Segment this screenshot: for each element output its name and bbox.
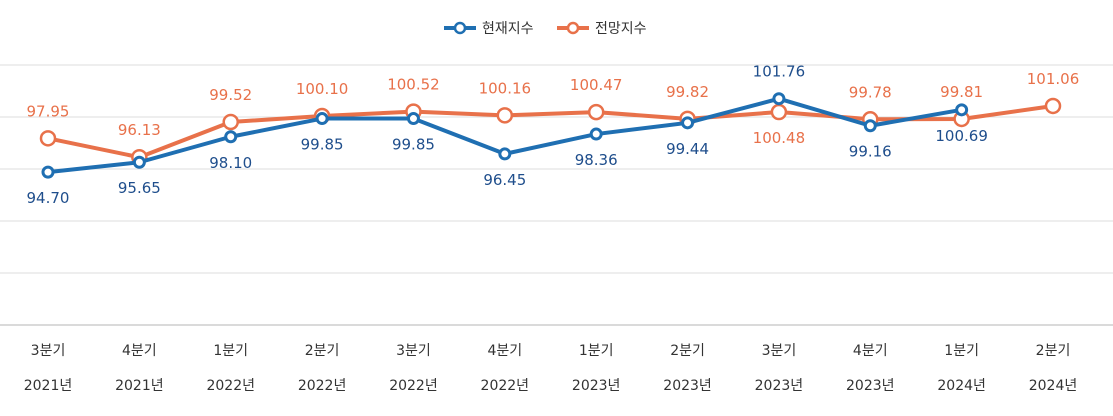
- x-tick-label-year: 2023년: [846, 378, 895, 394]
- x-axis-ticks: 3분기 2021년 4분기 2021년 1분기 2022년 2분기 2022년 3분기 2022년…: [24, 343, 1078, 394]
- x-tick-label-year: 2022년: [389, 378, 438, 394]
- data-point: [587, 103, 605, 121]
- x-tick-label-year: 2022년: [481, 378, 530, 394]
- data-point: [498, 147, 512, 161]
- data-labels: 94.70 95.65 98.10 99.85 99.85 96.45 98.36 99.44…: [27, 63, 1080, 207]
- data-label: 98.36: [575, 151, 618, 169]
- data-point: [772, 92, 786, 106]
- data-label: 100.48: [753, 129, 806, 147]
- x-tick: 2분기 2024년: [1029, 343, 1078, 394]
- data-point: [39, 130, 57, 147]
- x-tick: 4분기 2022년: [481, 343, 530, 394]
- data-label: 99.44: [666, 140, 709, 158]
- x-tick-label-year: 2023년: [572, 378, 621, 394]
- x-tick-label-quarter: 3분기: [762, 343, 797, 359]
- data-label: 95.65: [118, 179, 161, 197]
- data-point: [315, 112, 329, 126]
- data-label: 96.13: [118, 121, 161, 139]
- series-current-index: [41, 92, 969, 179]
- gridlines: [0, 64, 1113, 326]
- data-label: 101.06: [1027, 70, 1080, 88]
- x-tick-label-quarter: 4분기: [122, 343, 157, 359]
- data-point: [222, 113, 239, 131]
- legend: 현재지수 전망지수: [444, 21, 647, 37]
- x-tick: 4분기 2021년: [115, 343, 164, 394]
- data-label: 99.16: [849, 143, 892, 161]
- x-tick-label-quarter: 4분기: [853, 343, 888, 359]
- data-point: [955, 103, 969, 117]
- legend-item: 현재지수: [444, 21, 534, 37]
- data-label: 99.82: [666, 83, 709, 101]
- x-tick-label-year: 2022년: [206, 378, 255, 394]
- legend-label: 전망지수: [595, 21, 647, 37]
- legend-swatch-marker: [453, 21, 467, 35]
- data-label: 97.95: [27, 102, 70, 120]
- data-label: 99.85: [392, 136, 435, 154]
- data-label: 100.52: [387, 76, 440, 94]
- legend-item: 전망지수: [557, 21, 647, 37]
- x-tick-label-year: 2021년: [24, 378, 73, 394]
- data-label: 96.45: [483, 171, 526, 189]
- x-tick-label-quarter: 3분기: [31, 343, 66, 359]
- x-tick-label-year: 2023년: [755, 378, 804, 394]
- x-tick-label-year: 2024년: [1029, 378, 1078, 394]
- x-tick: 3분기 2023년: [755, 343, 804, 394]
- data-point: [41, 165, 55, 179]
- data-label: 94.70: [27, 189, 70, 207]
- legend-swatch-marker: [566, 21, 580, 35]
- data-label: 100.47: [570, 76, 623, 94]
- x-tick-label-year: 2024년: [937, 378, 986, 394]
- x-tick-label-year: 2021년: [115, 378, 164, 394]
- x-tick: 1분기 2024년: [937, 343, 986, 394]
- series-outlook-index: [39, 97, 1062, 166]
- data-point: [681, 116, 695, 130]
- data-point: [1044, 97, 1062, 115]
- x-tick-label-quarter: 2분기: [305, 343, 340, 359]
- x-tick-label-year: 2023년: [663, 378, 712, 394]
- data-label: 99.78: [849, 83, 892, 101]
- data-point: [224, 130, 238, 144]
- x-tick: 2분기 2023년: [663, 343, 712, 394]
- data-point: [863, 119, 877, 133]
- x-tick: 1분기 2023년: [572, 343, 621, 394]
- data-label: 99.52: [209, 86, 252, 104]
- series-line: [47, 103, 1054, 160]
- x-tick-label-quarter: 2분기: [1036, 343, 1071, 359]
- x-tick: 2분기 2022년: [298, 343, 347, 394]
- data-label: 100.69: [935, 127, 988, 145]
- x-tick-label-quarter: 1분기: [944, 343, 979, 359]
- series-lines: [39, 92, 1062, 179]
- x-tick-label-year: 2022년: [298, 378, 347, 394]
- data-label: 99.81: [940, 83, 983, 101]
- data-label: 100.16: [479, 79, 532, 97]
- x-tick-label-quarter: 2분기: [670, 343, 705, 359]
- data-label: 99.85: [301, 136, 344, 154]
- x-tick-label-quarter: 1분기: [579, 343, 614, 359]
- x-tick-label-quarter: 1분기: [213, 343, 248, 359]
- x-tick: 4분기 2023년: [846, 343, 895, 394]
- data-point: [770, 103, 788, 121]
- data-point: [132, 155, 146, 169]
- x-tick: 3분기 2022년: [389, 343, 438, 394]
- x-tick-label-quarter: 3분기: [396, 343, 431, 359]
- data-point: [496, 107, 514, 124]
- data-label: 101.76: [753, 63, 806, 81]
- x-tick: 1분기 2022년: [206, 343, 255, 394]
- x-tick: 3분기 2021년: [24, 343, 73, 394]
- x-tick-label-quarter: 4분기: [487, 343, 522, 359]
- data-point: [406, 112, 420, 126]
- data-label: 100.10: [296, 80, 349, 98]
- legend-label: 현재지수: [482, 21, 534, 37]
- data-label: 98.10: [209, 154, 252, 172]
- data-point: [589, 127, 603, 141]
